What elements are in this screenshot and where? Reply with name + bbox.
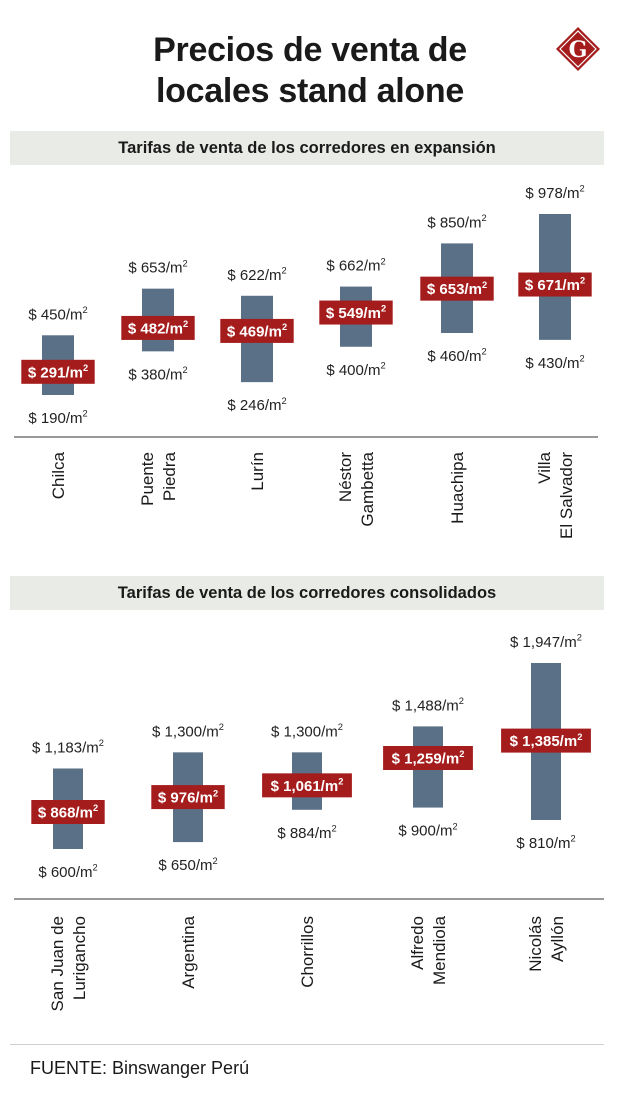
median-label: $ 1,385/m2 xyxy=(510,732,583,750)
logo-letter: G xyxy=(569,37,588,63)
category-label-group: Villa El Salvador xyxy=(535,451,576,538)
min-label: $ 650/m2 xyxy=(158,856,217,874)
median-badge xyxy=(262,773,352,798)
category-label: Puente xyxy=(138,452,157,506)
median-badge xyxy=(319,300,393,325)
median-label: $ 482/m2 xyxy=(128,319,188,337)
category-label-group: Puente Piedra xyxy=(138,451,179,505)
min-label: $ 430/m2 xyxy=(525,354,584,372)
min-label: $ 400/m2 xyxy=(326,360,385,378)
category-label: Piedra xyxy=(160,451,179,501)
category-label: Lurín xyxy=(248,452,267,491)
category-label: Nicolás xyxy=(526,916,545,972)
category-label-group: Lurín xyxy=(248,452,267,491)
min-label: $ 884/m2 xyxy=(277,823,336,841)
category-label: Chorrillos xyxy=(298,916,317,988)
category-label: El Salvador xyxy=(557,452,576,539)
median-label: $ 868/m2 xyxy=(38,803,98,821)
category-label: Mendiola xyxy=(430,915,449,985)
chart-title-line-1: Precios de venta de xyxy=(153,31,467,69)
category-label-group: Argentina xyxy=(179,915,198,988)
median-badge xyxy=(501,728,591,753)
footer-divider xyxy=(10,1044,604,1045)
median-label: $ 1,061/m2 xyxy=(271,777,344,795)
median-label: $ 653/m2 xyxy=(427,280,487,298)
max-label: $ 622/m2 xyxy=(227,265,286,283)
category-label-group: San Juan de Lurigancho xyxy=(48,916,89,1011)
min-label: $ 600/m2 xyxy=(38,863,97,881)
chart-title-line-2: locales stand alone xyxy=(156,72,464,110)
max-label: $ 1,300/m2 xyxy=(152,722,224,740)
range-chart-expansion: $ 450/m2 $ 190/m2 $ 291/m2 Chilca $ 653/m2 $ … xyxy=(14,184,598,539)
min-label: $ 900/m2 xyxy=(398,821,457,839)
median-badge xyxy=(383,746,473,771)
median-badge xyxy=(518,272,592,297)
section-header-expansion: Tarifas de venta de los corredores en ex… xyxy=(10,131,604,165)
category-label-group: Chilca xyxy=(49,451,68,499)
max-label: $ 653/m2 xyxy=(128,258,187,276)
median-label: $ 976/m2 xyxy=(158,788,218,806)
category-label: Gambetta xyxy=(358,451,377,526)
max-label: $ 1,488/m2 xyxy=(392,696,464,714)
category-label: San Juan de xyxy=(48,916,67,1011)
max-label: $ 1,947/m2 xyxy=(510,633,582,651)
median-badge xyxy=(420,276,494,301)
median-label: $ 549/m2 xyxy=(326,304,386,322)
max-label: $ 978/m2 xyxy=(525,184,584,202)
category-label-group: Alfredo Mendiola xyxy=(408,915,449,985)
range-chart-consolidated: $ 1,183/m2 $ 600/m2 $ 868/m2 San Juan de Lur… xyxy=(14,633,604,1011)
median-badge xyxy=(220,318,294,343)
category-label-group: Néstor Gambetta xyxy=(336,451,377,526)
median-badge xyxy=(151,785,225,810)
category-label: Villa xyxy=(535,451,554,483)
category-label: Ayllón xyxy=(548,916,567,962)
min-label: $ 246/m2 xyxy=(227,396,286,414)
median-label: $ 1,259/m2 xyxy=(392,749,465,767)
category-label-group: Huachipa xyxy=(448,451,467,523)
min-label: $ 380/m2 xyxy=(128,365,187,383)
gestion-logo-icon: G xyxy=(556,27,600,71)
median-label: $ 291/m2 xyxy=(28,363,88,381)
min-label: $ 810/m2 xyxy=(516,834,575,852)
median-label: $ 469/m2 xyxy=(227,322,287,340)
category-label-group: Chorrillos xyxy=(298,916,317,988)
max-label: $ 850/m2 xyxy=(427,213,486,231)
max-label: $ 662/m2 xyxy=(326,256,385,274)
category-label: Néstor xyxy=(336,452,355,502)
category-label-group: Nicolás Ayllón xyxy=(526,916,567,972)
category-label: Chilca xyxy=(49,451,68,499)
median-badge xyxy=(121,315,195,340)
max-label: $ 1,183/m2 xyxy=(32,738,104,756)
median-badge xyxy=(21,359,95,384)
max-label: $ 1,300/m2 xyxy=(271,722,343,740)
category-label: Alfredo xyxy=(408,916,427,970)
category-label: Huachipa xyxy=(448,451,467,523)
source-note: FUENTE: Binswanger Perú xyxy=(30,1058,250,1078)
min-label: $ 460/m2 xyxy=(427,347,486,365)
median-label: $ 671/m2 xyxy=(525,276,585,294)
max-label: $ 450/m2 xyxy=(28,305,87,323)
section-header-consolidated: Tarifas de venta de los corredores conso… xyxy=(10,576,604,610)
category-label: Lurigancho xyxy=(70,916,89,1000)
category-label: Argentina xyxy=(179,915,198,988)
min-label: $ 190/m2 xyxy=(28,409,87,427)
median-badge xyxy=(31,799,105,824)
